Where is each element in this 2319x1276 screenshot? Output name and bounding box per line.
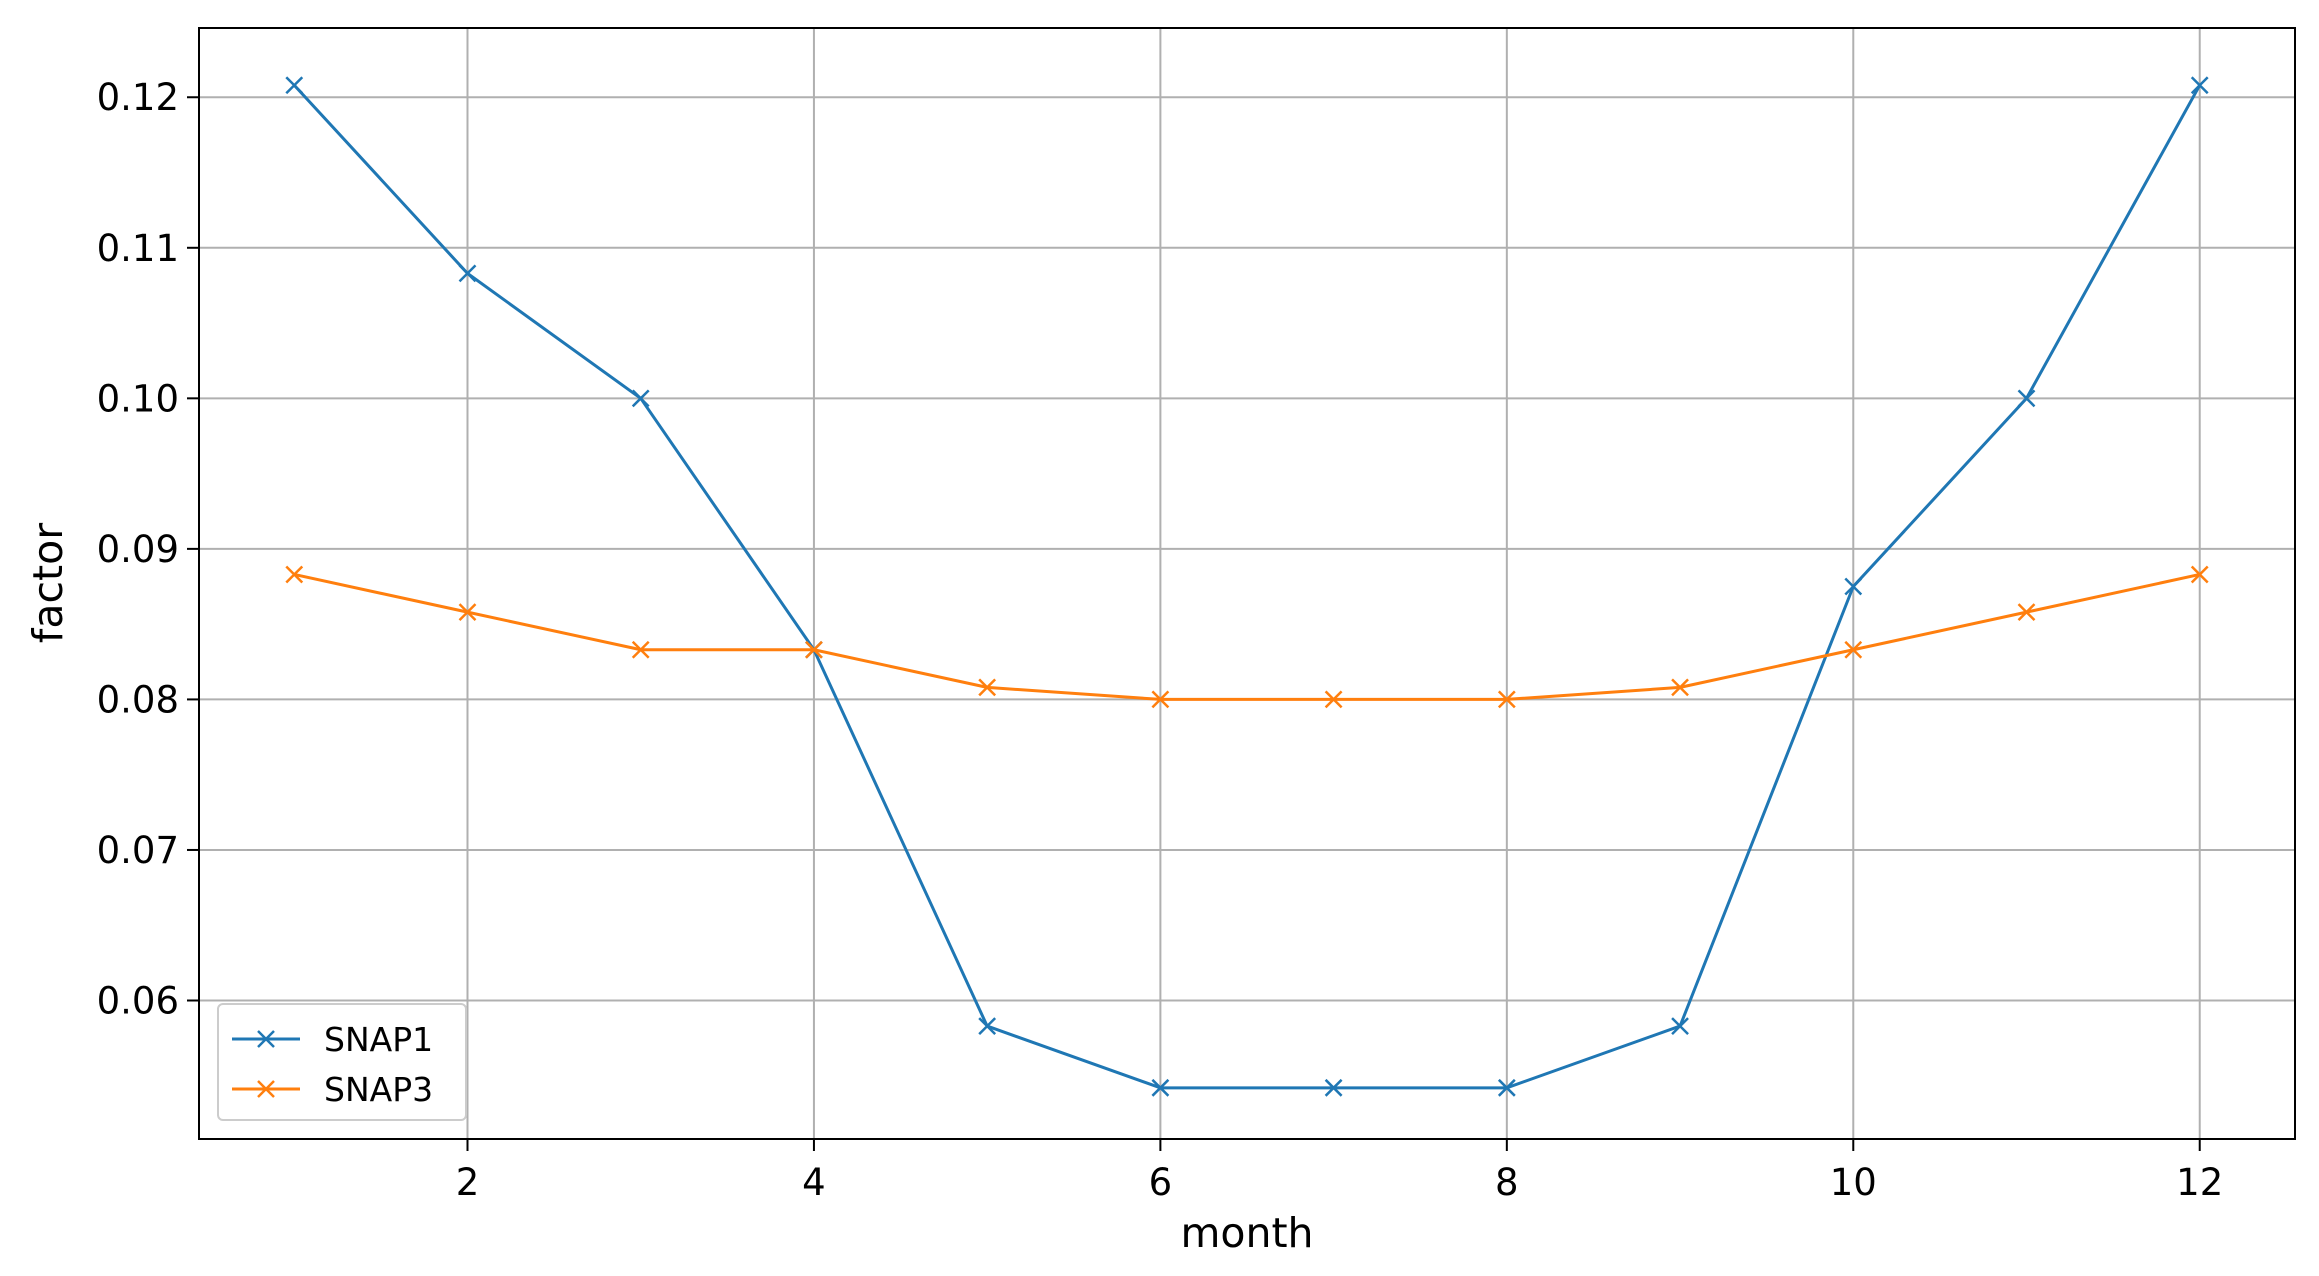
data-point-snap1 [2017,389,2036,408]
legend-entry-snap3: SNAP3 [232,1070,433,1109]
data-point-snap3 [1844,640,1863,659]
data-point-snap3 [1151,690,1170,709]
data-point-snap3 [285,565,304,584]
data-point-snap3 [1324,690,1343,709]
legend-box [217,1003,467,1121]
x-tick-label: 8 [1495,1161,1519,1204]
data-point-snap3 [2190,565,2209,584]
x-tick-label: 12 [2176,1161,2223,1204]
data-point-snap1 [285,76,304,95]
y-tick-label: 0.12 [97,76,179,119]
legend-marker [257,1080,275,1098]
data-point-snap3 [1671,678,1689,697]
x-tick-label: 4 [802,1161,826,1204]
legend-marker [257,1030,275,1048]
data-point-snap1 [631,389,650,408]
data-point-snap3 [978,678,997,697]
y-tick-label: 0.07 [97,829,179,872]
data-point-snap3 [631,640,650,659]
data-point-snap1 [1497,1078,1516,1097]
tick-layer: 2 4 6 8 10 12 0.06 0.07 0.08 0.09 0.10 0.11 0.12 [97,76,2224,1204]
y-tick-label: 0.10 [97,377,179,420]
data-point-snap1 [978,1017,997,1035]
x-tick-label: 6 [1149,1161,1173,1204]
y-tick-label: 0.09 [97,528,179,571]
series-line-snap3 [292,572,2202,701]
legend-entry-snap1: SNAP1 [232,1020,433,1059]
data-point-snap1 [2190,76,2209,95]
data-point-snap3 [458,603,477,621]
grid-layer [199,28,2295,1139]
y-tick-label: 0.08 [97,678,179,721]
data-point-snap3 [2017,603,2036,621]
data-point-snap3 [805,640,823,659]
legend: SNAP1 SNAP3 [217,1003,467,1121]
x-tick-label: 2 [456,1161,480,1204]
legend-label: SNAP1 [324,1020,433,1059]
x-axis-title: month [1180,1209,1313,1257]
plot-frame [198,27,2296,1140]
y-tick-label: 0.06 [97,980,179,1023]
y-tick-label: 0.11 [97,227,179,270]
data-point-snap3 [1497,690,1516,709]
legend-label: SNAP3 [324,1070,433,1109]
series-line-snap1 [292,83,2202,1090]
y-axis-title: factor [24,523,72,643]
data-point-snap1 [1671,1017,1689,1035]
data-point-snap1 [1844,577,1863,596]
data-point-snap1 [1151,1078,1170,1097]
data-point-snap1 [1324,1078,1343,1097]
series-layer [285,76,2209,1097]
x-tick-label: 10 [1830,1161,1877,1204]
data-point-snap1 [458,264,477,283]
